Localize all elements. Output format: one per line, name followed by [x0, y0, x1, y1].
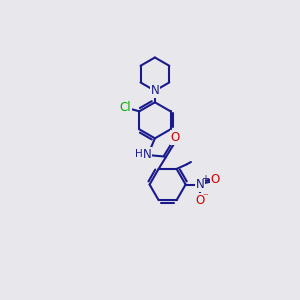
Text: Cl: Cl: [120, 101, 131, 114]
Text: ⁻: ⁻: [202, 192, 208, 202]
Text: O: O: [195, 194, 205, 206]
Text: N: N: [151, 84, 159, 97]
Text: O: O: [171, 131, 180, 144]
Text: +: +: [201, 175, 209, 184]
Text: N: N: [196, 178, 204, 191]
Text: O: O: [211, 173, 220, 186]
Text: H: H: [135, 149, 143, 159]
Text: N: N: [142, 148, 151, 161]
